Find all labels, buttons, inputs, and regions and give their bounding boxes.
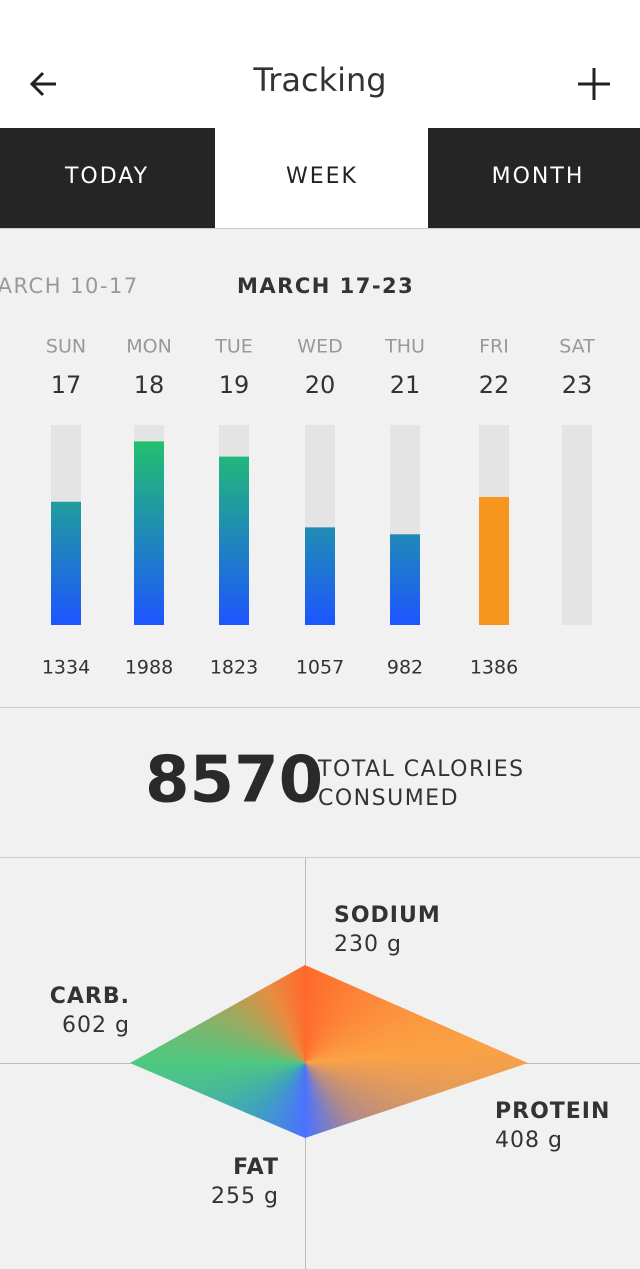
day-date: 22 (479, 371, 510, 399)
bar (219, 456, 249, 625)
day-date: 20 (305, 371, 336, 399)
tab-today[interactable] (0, 128, 215, 228)
bar-value: 1334 (42, 657, 90, 679)
tab-label: TODAY (64, 164, 149, 189)
day-date: 21 (390, 371, 421, 399)
bar (390, 534, 420, 625)
previous-week[interactable]: MARCH 10-17 (0, 274, 139, 298)
bar-value: 1386 (470, 657, 518, 679)
day-name: SUN (46, 336, 86, 358)
current-week: MARCH 17-23 (237, 274, 414, 298)
bar (51, 501, 81, 625)
day-name: THU (384, 336, 425, 358)
tab-label: WEEK (286, 164, 358, 189)
total-value: 8570 (145, 744, 323, 818)
day-name: TUE (214, 336, 253, 358)
bar-track (562, 425, 592, 625)
bar-value: 1988 (125, 657, 173, 679)
header-title: Tracking (252, 61, 386, 99)
tab-week[interactable] (215, 128, 428, 228)
total-label: CONSUMED (318, 786, 459, 811)
day-name: SAT (559, 336, 595, 358)
day-date: 19 (219, 371, 250, 399)
bar-value: 1057 (296, 657, 344, 679)
back-button[interactable] (29, 71, 56, 97)
bar (479, 496, 509, 625)
bar-value: 1823 (210, 657, 258, 679)
add-button[interactable] (578, 68, 610, 100)
bar-value: 982 (387, 657, 423, 679)
day-date: 17 (51, 371, 82, 399)
total-label: TOTAL CALORIES (317, 757, 525, 782)
tab-label: MONTH (492, 164, 585, 189)
day-name: MON (126, 336, 172, 358)
bar (305, 527, 335, 625)
tab-month[interactable] (428, 128, 640, 228)
bar (134, 441, 164, 625)
day-name: FRI (479, 336, 509, 358)
day-name: WED (297, 336, 342, 358)
day-date: 18 (134, 371, 165, 399)
day-date: 23 (562, 371, 593, 399)
header-bar (0, 0, 640, 128)
